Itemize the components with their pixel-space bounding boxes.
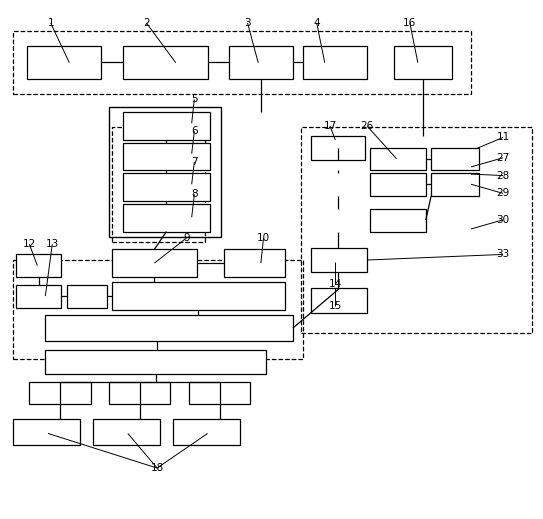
- Text: 28: 28: [496, 171, 510, 181]
- Bar: [301, 127, 532, 333]
- Bar: [370, 147, 426, 170]
- Text: 29: 29: [496, 188, 510, 198]
- Bar: [312, 248, 367, 272]
- Text: 14: 14: [329, 279, 342, 289]
- Text: 9: 9: [183, 233, 190, 243]
- Bar: [123, 112, 210, 140]
- Text: 11: 11: [496, 132, 510, 142]
- Text: 2: 2: [143, 18, 150, 28]
- Text: 17: 17: [324, 121, 337, 131]
- Bar: [14, 419, 80, 445]
- Bar: [312, 289, 367, 313]
- Text: 4: 4: [313, 18, 320, 28]
- Text: 3: 3: [244, 18, 251, 28]
- Bar: [394, 46, 452, 79]
- Bar: [46, 316, 293, 341]
- Bar: [112, 127, 205, 242]
- Text: 15: 15: [329, 302, 342, 311]
- Bar: [189, 381, 250, 404]
- Bar: [16, 285, 61, 308]
- Bar: [370, 209, 426, 231]
- Bar: [431, 173, 479, 196]
- Text: 26: 26: [361, 121, 374, 131]
- Bar: [14, 31, 471, 94]
- Bar: [14, 260, 304, 359]
- Bar: [431, 147, 479, 170]
- Text: 13: 13: [46, 239, 59, 249]
- Text: 6: 6: [191, 126, 198, 136]
- Bar: [312, 136, 365, 160]
- Text: 5: 5: [191, 94, 198, 104]
- Bar: [123, 203, 210, 231]
- Bar: [16, 254, 61, 277]
- Bar: [46, 349, 266, 374]
- Bar: [123, 46, 207, 79]
- Text: 33: 33: [496, 250, 510, 260]
- Text: 1: 1: [47, 18, 54, 28]
- Bar: [304, 46, 367, 79]
- Bar: [93, 419, 160, 445]
- Bar: [112, 282, 285, 310]
- Bar: [109, 107, 221, 237]
- Text: 12: 12: [23, 239, 36, 249]
- Bar: [109, 381, 171, 404]
- Bar: [123, 173, 210, 201]
- Text: 18: 18: [150, 463, 164, 473]
- Bar: [229, 46, 293, 79]
- Text: 27: 27: [496, 153, 510, 163]
- Bar: [29, 381, 91, 404]
- Bar: [27, 46, 101, 79]
- Bar: [173, 419, 239, 445]
- Text: 30: 30: [496, 215, 509, 225]
- Bar: [224, 249, 285, 277]
- Text: 7: 7: [191, 157, 198, 167]
- Text: 8: 8: [191, 189, 198, 199]
- Bar: [370, 173, 426, 196]
- Bar: [67, 285, 106, 308]
- Bar: [112, 249, 197, 277]
- Text: 10: 10: [257, 233, 270, 243]
- Text: 16: 16: [403, 18, 416, 28]
- Bar: [123, 143, 210, 170]
